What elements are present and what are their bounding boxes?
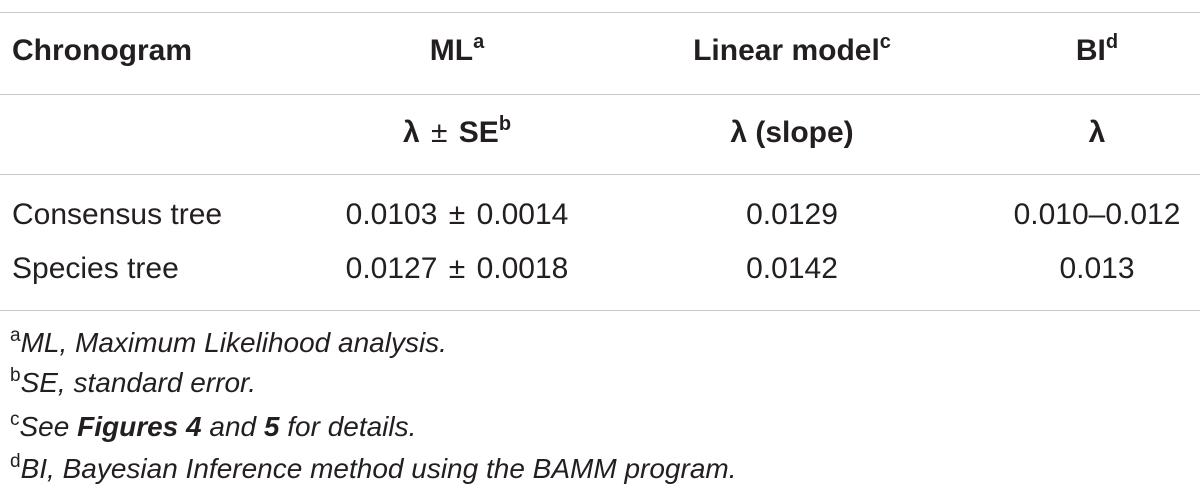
footnote-c: cSee Figures 4 and 5 for details.: [10, 409, 417, 442]
footnote-b: bSE, standard error.: [10, 365, 257, 398]
row-1-chronogram: Consensus tree: [12, 198, 223, 231]
row-1-linear: 0.0129: [746, 198, 838, 231]
footnote-a: aML, Maximum Likelihood analysis.: [10, 325, 447, 358]
row-2-linear: 0.0142: [746, 252, 838, 285]
row-2-bi: 0.013: [1059, 252, 1135, 285]
header-linear-model: Linear modelc: [693, 31, 891, 67]
subheader-lambda-slope: λ (slope): [730, 116, 854, 149]
header-rule: [0, 94, 1200, 95]
row-1-bi: 0.010–0.012: [1013, 198, 1181, 231]
footnote-d: dBI, Bayesian Inference method using the…: [10, 451, 737, 484]
row-2-chronogram: Species tree: [12, 252, 179, 285]
row-1-ml: 0.0103 ± 0.0014: [345, 198, 569, 231]
subheader-rule: [0, 174, 1200, 175]
header-chronogram: Chronogram: [12, 34, 192, 67]
header-ml: MLa: [429, 31, 485, 67]
subheader-ml-lambda-se: λ ± SEb: [402, 113, 512, 149]
subheader-bi-lambda: λ: [1088, 116, 1106, 149]
figure-5-link[interactable]: 5: [263, 411, 280, 442]
figure-4-link[interactable]: Figures 4: [77, 411, 202, 442]
header-bi: BId: [1075, 31, 1119, 67]
row-2-ml: 0.0127 ± 0.0018: [345, 252, 569, 285]
table-bottom-rule: [0, 310, 1200, 311]
table-top-rule: [0, 12, 1200, 13]
